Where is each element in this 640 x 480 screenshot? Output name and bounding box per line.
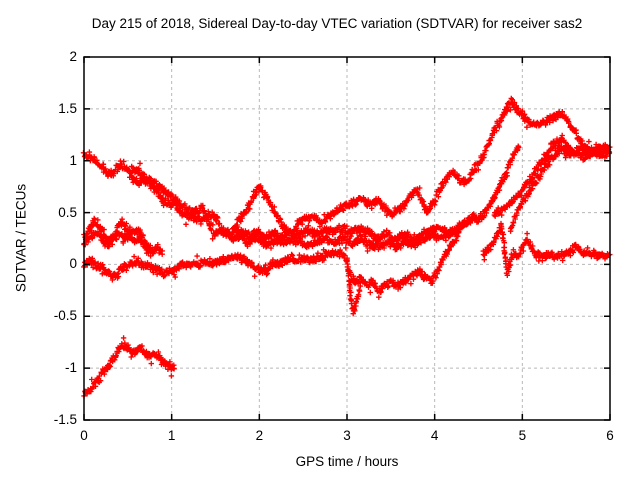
x-tick-label: 1 [167,428,176,443]
y-tick-label: 1.5 [58,100,77,116]
y-tick-label: 2 [69,49,77,64]
y-tick-label: -0.5 [53,308,77,324]
x-axis-label: GPS time / hours [295,454,399,469]
x-tick-label: 0 [80,428,88,443]
x-tick-label: 5 [518,428,527,443]
y-tick-label: -1 [64,360,77,376]
y-tick-label: 0.5 [58,204,77,220]
axis-ticks [83,56,611,421]
x-tick-label: 3 [343,428,351,443]
y-tick-label: 1 [69,152,77,168]
x-tick-label: 6 [606,428,614,443]
chart-title: Day 215 of 2018, Sidereal Day-to-day VTE… [91,16,583,31]
y-tick-label: -1.5 [53,412,77,427]
y-axis-label: SDTVAR / TECUs [13,183,29,293]
y-tick-label: 0 [69,256,77,272]
x-tick-label: 2 [255,428,264,443]
x-tick-label: 4 [430,428,439,443]
